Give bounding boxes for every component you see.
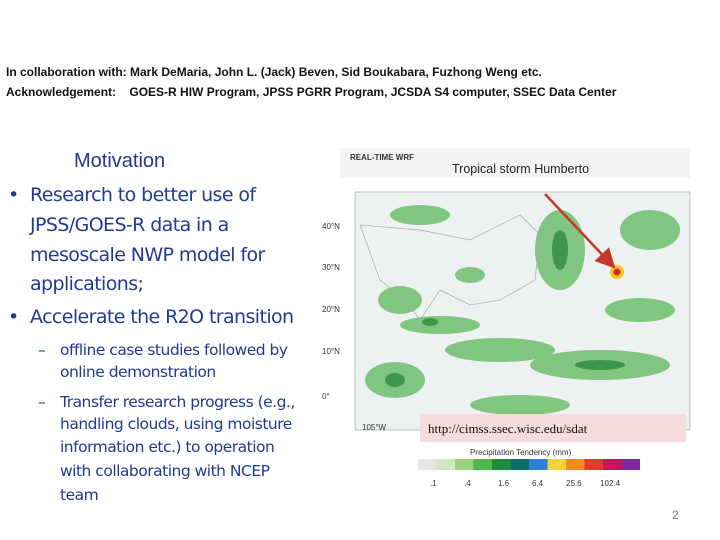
colorbar-cell bbox=[621, 459, 640, 470]
colorbar-cell bbox=[529, 459, 548, 470]
banner-bg bbox=[340, 148, 690, 178]
sub-bullet-line: offline case studies followed by bbox=[60, 341, 288, 359]
colorbar-cell bbox=[566, 459, 585, 470]
url-box bbox=[420, 414, 686, 442]
legend-label: 25.6 bbox=[566, 479, 582, 488]
section-title: Motivation bbox=[74, 150, 166, 172]
colorbar-cell bbox=[418, 459, 437, 470]
bullet-line: Research to better use of bbox=[30, 184, 256, 206]
latitude-label: 10°N bbox=[322, 347, 340, 356]
page-number: 2 bbox=[672, 508, 679, 522]
label: Acknowledgement: bbox=[6, 85, 117, 99]
coastline bbox=[359, 214, 541, 321]
sub-bullet-line: with collaborating with NCEP bbox=[60, 462, 270, 480]
latitude-label: 20°N bbox=[322, 305, 340, 314]
colorbar bbox=[418, 459, 640, 470]
sub-bullet-line: online demonstration bbox=[60, 363, 216, 381]
sub-bullet-line: team bbox=[60, 486, 99, 504]
label: In collaboration with: bbox=[6, 65, 127, 79]
url: http://cimss.ssec.wisc.edu/sdat bbox=[428, 421, 588, 436]
sub-bullet-line: information etc.) to operation bbox=[60, 438, 275, 456]
caption: Tropical storm Humberto bbox=[452, 162, 589, 176]
bullet-line: mesoscale NWP model for bbox=[30, 244, 265, 266]
colorbar-cell bbox=[547, 459, 566, 470]
sub-bullet-marker: – bbox=[38, 341, 46, 359]
colorbar-cell bbox=[473, 459, 492, 470]
acknowledgement-line: Acknowledgement: GOES-R HIW Program, JPS… bbox=[6, 85, 616, 99]
latitude-label: 30°N bbox=[322, 263, 340, 272]
colorbar-cell bbox=[492, 459, 511, 470]
banner: REAL-TIME WRF bbox=[350, 153, 414, 162]
latitude-label: 40°N bbox=[322, 222, 340, 231]
bullet-line: applications; bbox=[30, 273, 144, 295]
collaboration-line: In collaboration with: Mark DeMaria, Joh… bbox=[6, 65, 542, 79]
legend-label: 1.6 bbox=[498, 479, 510, 488]
colorbar-cell bbox=[584, 459, 603, 470]
colorbar-cell bbox=[455, 459, 474, 470]
arrow bbox=[544, 193, 616, 269]
legend-label: 102.4 bbox=[600, 479, 621, 488]
sub-bullet-line: handling clouds, using moisture bbox=[60, 415, 292, 433]
longitude-label: 105°W bbox=[362, 423, 387, 432]
colorbar-cell bbox=[603, 459, 622, 470]
sub-bullet-marker: – bbox=[38, 393, 46, 411]
colorbar-cell bbox=[510, 459, 529, 470]
storm-core bbox=[613, 268, 621, 276]
legend-label: .4 bbox=[464, 479, 471, 488]
sub-bullet-line: Transfer research progress (e.g., bbox=[60, 393, 295, 411]
text: GOES-R HIW Program, JPSS PGRR Program, J… bbox=[129, 85, 617, 99]
bullet-line: JPSS/GOES-R data in a bbox=[30, 214, 229, 236]
legend-title: Precipitation Tendency (mm) bbox=[470, 448, 572, 457]
precip-field bbox=[365, 205, 680, 415]
bullet-marker: • bbox=[8, 306, 19, 328]
colorbar-cell bbox=[436, 459, 455, 470]
bullet-line: Accelerate the R2O transition bbox=[30, 306, 294, 328]
latitude-label: 0° bbox=[322, 392, 330, 401]
precip-core bbox=[385, 230, 625, 387]
legend-label: .1 bbox=[430, 479, 437, 488]
bullet-marker: • bbox=[8, 184, 19, 206]
legend-label: 6.4 bbox=[532, 479, 544, 488]
text: Mark DeMaria, John L. (Jack) Beven, Sid … bbox=[130, 65, 542, 79]
